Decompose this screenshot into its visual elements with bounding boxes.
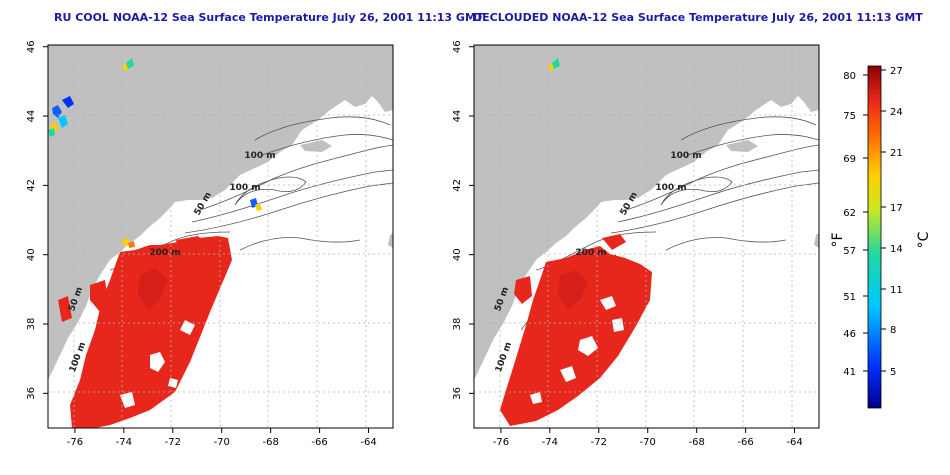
celsius-tick-label: 24 [890, 107, 903, 118]
colorbar-gradient [867, 65, 882, 409]
longitude-axis: -76 -74 -72 -70 -68 -66 -64 [493, 428, 803, 448]
latitude-tick-label: 46 [452, 40, 463, 53]
latitude-axis: 36 38 40 42 44 46 [26, 40, 48, 400]
celsius-tick-label: 21 [890, 148, 903, 159]
longitude-tick-label: -72 [591, 437, 607, 448]
latitude-tick-label: 40 [26, 248, 37, 261]
fahrenheit-tick-label: 57 [843, 246, 856, 257]
longitude-tick-label: -68 [262, 437, 278, 448]
map-frame [473, 44, 820, 429]
latitude-tick-label: 36 [26, 387, 37, 400]
celsius-tick-label: 8 [890, 325, 896, 336]
contour-label: 100 m [244, 151, 275, 161]
land-mass [474, 45, 819, 380]
contour-label: 100 m [670, 151, 701, 161]
longitude-tick-label: -64 [786, 437, 802, 448]
celsius-tick-label: 17 [890, 203, 903, 214]
contour-label: 200 m [149, 248, 180, 258]
fahrenheit-tick-label: 80 [843, 71, 856, 82]
grid-lines [48, 45, 393, 428]
longitude-tick-label: -66 [311, 437, 327, 448]
latitude-tick-label: 46 [26, 40, 37, 53]
longitude-tick-label: -70 [214, 437, 230, 448]
fahrenheit-tick-label: 51 [843, 292, 856, 303]
map-frame [47, 44, 394, 429]
land-mass [48, 45, 393, 380]
celsius-tick-label: 14 [890, 244, 903, 255]
fahrenheit-tick-label: 46 [843, 329, 856, 340]
latitude-tick-label: 42 [26, 179, 37, 192]
longitude-axis: -76 -74 -72 -70 -68 -66 -64 [67, 428, 377, 448]
contour-label: 200 m [575, 248, 606, 258]
contour-label: 100 m [229, 183, 260, 193]
latitude-tick-label: 40 [452, 248, 463, 261]
celsius-tick-label: 27 [890, 66, 903, 77]
temperature-colorbar: 80 75 69 62 57 51 46 41 27 24 21 17 14 11 8 5 °F °C [830, 65, 932, 409]
longitude-tick-label: -74 [116, 437, 132, 448]
celsius-tick-label: 5 [890, 367, 896, 378]
contour-label: 100 m [655, 183, 686, 193]
latitude-tick-label: 36 [452, 387, 463, 400]
fahrenheit-tick-label: 75 [843, 111, 856, 122]
celsius-tick-label: 11 [890, 285, 903, 296]
longitude-tick-label: -70 [640, 437, 656, 448]
latitude-tick-label: 38 [452, 318, 463, 331]
cloud-free-water [48, 58, 262, 428]
longitude-tick-label: -66 [737, 437, 753, 448]
longitude-tick-label: -68 [688, 437, 704, 448]
fahrenheit-tick-label: 62 [843, 208, 856, 219]
fahrenheit-ticks: 80 75 69 62 57 51 46 41 [843, 71, 868, 378]
fahrenheit-tick-label: 69 [843, 154, 856, 165]
latitude-tick-label: 42 [452, 179, 463, 192]
latitude-axis: 36 38 40 42 44 46 [452, 40, 474, 400]
latitude-tick-label: 44 [26, 110, 37, 123]
latitude-tick-label: 38 [26, 318, 37, 331]
left-map-title: RU COOL NOAA-12 Sea Surface Temperature … [54, 11, 484, 24]
longitude-tick-label: -72 [165, 437, 181, 448]
right-map-title: DECLOUDED NOAA-12 Sea Surface Temperatur… [473, 11, 923, 24]
longitude-tick-label: -76 [493, 437, 509, 448]
grid-lines [474, 45, 819, 428]
latitude-tick-label: 44 [452, 110, 463, 123]
celsius-unit: °C [916, 231, 932, 248]
longitude-tick-label: -74 [542, 437, 558, 448]
fahrenheit-unit: °F [830, 232, 846, 247]
celsius-ticks: 27 24 21 17 14 11 8 5 [881, 66, 903, 378]
cloud-free-water [500, 58, 652, 426]
fahrenheit-tick-label: 41 [843, 367, 856, 378]
longitude-tick-label: -76 [67, 437, 83, 448]
longitude-tick-label: -64 [360, 437, 376, 448]
